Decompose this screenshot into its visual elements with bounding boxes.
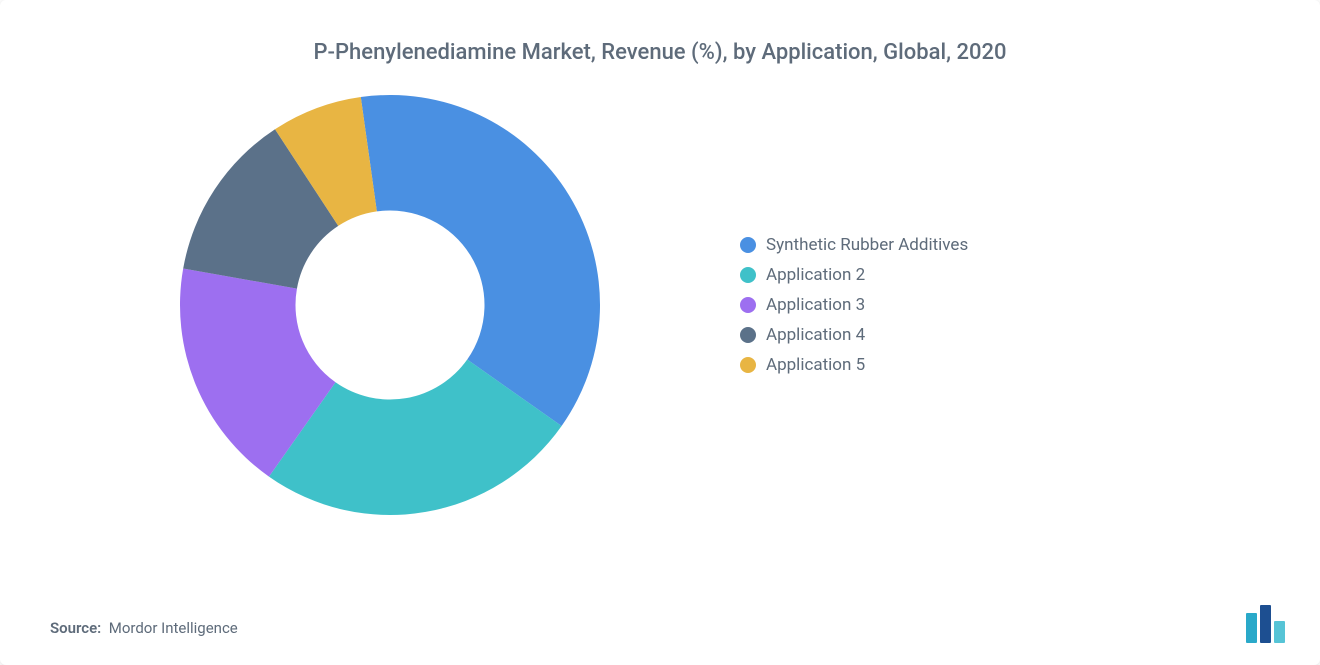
logo-bar-icon (1260, 605, 1271, 643)
legend-label: Application 2 (766, 265, 865, 285)
legend-item: Application 5 (740, 355, 968, 375)
logo-bar-icon (1246, 613, 1257, 643)
legend-swatch-icon (740, 327, 756, 343)
chart-title: P-Phenylenediamine Market, Revenue (%), … (50, 40, 1270, 65)
legend-label: Synthetic Rubber Additives (766, 235, 968, 255)
legend-item: Application 4 (740, 325, 968, 345)
legend-swatch-icon (740, 297, 756, 313)
legend: Synthetic Rubber Additives Application 2 A… (740, 235, 968, 375)
chart-row: Synthetic Rubber Additives Application 2 A… (180, 95, 1270, 515)
legend-swatch-icon (740, 267, 756, 283)
legend-label: Application 3 (766, 295, 865, 315)
donut-chart (180, 95, 600, 515)
chart-card: P-Phenylenediamine Market, Revenue (%), … (0, 0, 1320, 665)
source-line: Source: Mordor Intelligence (50, 619, 238, 637)
legend-item: Application 2 (740, 265, 968, 285)
legend-swatch-icon (740, 357, 756, 373)
source-prefix: Source: (50, 619, 101, 637)
legend-swatch-icon (740, 237, 756, 253)
logo-bar-icon (1274, 621, 1285, 643)
brand-logo-icon (1246, 605, 1285, 643)
legend-label: Application 5 (766, 355, 865, 375)
legend-item: Synthetic Rubber Additives (740, 235, 968, 255)
legend-label: Application 4 (766, 325, 865, 345)
source-name: Mordor Intelligence (109, 619, 238, 637)
legend-item: Application 3 (740, 295, 968, 315)
